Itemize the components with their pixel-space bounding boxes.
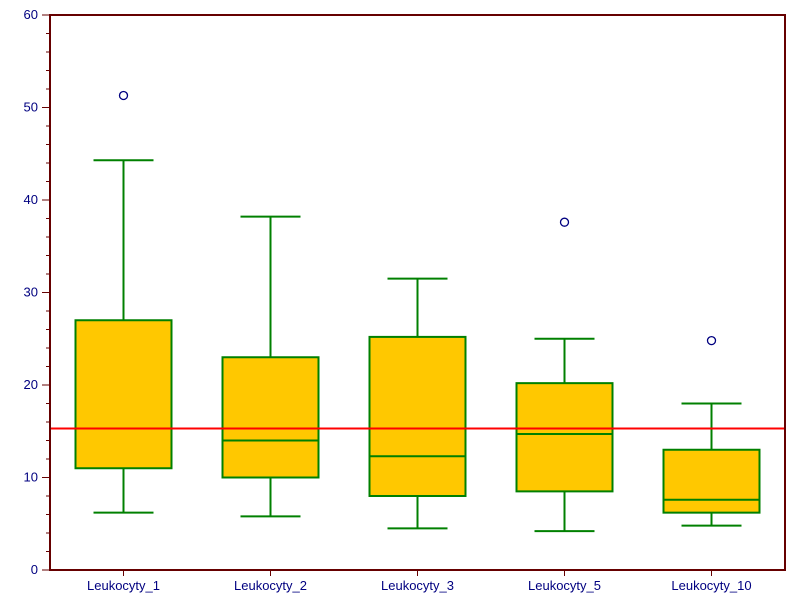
svg-text:0: 0 xyxy=(31,562,38,577)
svg-text:40: 40 xyxy=(24,192,38,207)
boxplot-chart: 0 10 20 30 40 50 60 Leukocyty_1 Leukocyty_2 Leuko… xyxy=(0,0,800,600)
svg-text:Leukocyty_10: Leukocyty_10 xyxy=(671,578,751,593)
svg-text:Leukocyty_1: Leukocyty_1 xyxy=(87,578,160,593)
svg-text:30: 30 xyxy=(24,285,38,300)
chart-svg: 0 10 20 30 40 50 60 Leukocyty_1 Leukocyty_2 Leuko… xyxy=(0,0,800,600)
svg-text:Leukocyty_3: Leukocyty_3 xyxy=(381,578,454,593)
svg-text:50: 50 xyxy=(24,100,38,115)
svg-text:20: 20 xyxy=(24,377,38,392)
svg-text:Leukocyty_2: Leukocyty_2 xyxy=(234,578,307,593)
svg-text:10: 10 xyxy=(24,470,38,485)
svg-text:60: 60 xyxy=(24,7,38,22)
svg-text:Leukocyty_5: Leukocyty_5 xyxy=(528,578,601,593)
